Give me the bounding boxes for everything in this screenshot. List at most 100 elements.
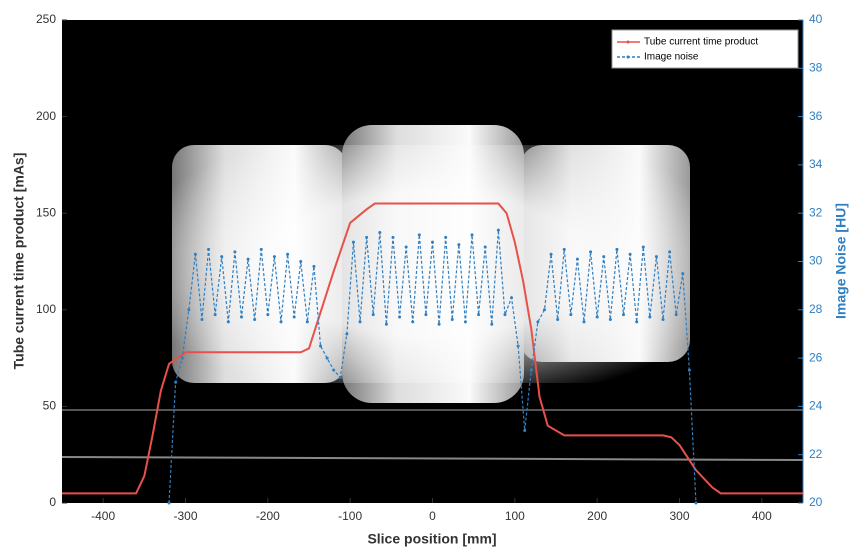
- series-marker: [339, 376, 342, 379]
- series-marker: [694, 502, 697, 505]
- series-marker: [266, 313, 269, 316]
- series-marker: [418, 233, 421, 236]
- series-marker: [168, 502, 171, 505]
- y2-tick-label: 24: [809, 399, 823, 413]
- series-marker: [615, 248, 618, 251]
- series-marker: [675, 313, 678, 316]
- series-marker: [280, 320, 283, 323]
- x-tick-label: -400: [91, 509, 115, 523]
- series-marker: [220, 255, 223, 258]
- series-marker: [411, 320, 414, 323]
- y-tick-label: 50: [43, 399, 57, 413]
- series-marker: [306, 320, 309, 323]
- series-marker: [451, 318, 454, 321]
- x-tick-label: 300: [669, 509, 689, 523]
- y-tick-label: 200: [36, 109, 56, 123]
- series-marker: [312, 265, 315, 268]
- series-marker: [286, 253, 289, 256]
- series-marker: [523, 429, 526, 432]
- series-marker: [431, 241, 434, 244]
- series-marker: [629, 253, 632, 256]
- series-marker: [181, 357, 184, 360]
- y2-tick-label: 34: [809, 157, 823, 171]
- series-marker: [688, 369, 691, 372]
- series-marker: [444, 236, 447, 239]
- series-marker: [247, 258, 250, 261]
- y2-tick-label: 20: [809, 495, 823, 509]
- series-marker: [622, 313, 625, 316]
- series-marker: [253, 318, 256, 321]
- series-marker: [319, 345, 322, 348]
- series-marker: [293, 316, 296, 319]
- series-marker: [385, 323, 388, 326]
- series-marker: [662, 318, 665, 321]
- series-marker: [227, 320, 230, 323]
- y2-tick-label: 36: [809, 109, 823, 123]
- series-marker: [503, 313, 506, 316]
- series-marker: [648, 316, 651, 319]
- series-marker: [200, 318, 203, 321]
- series-marker: [405, 246, 408, 249]
- series-marker: [563, 248, 566, 251]
- legend-label: Image noise: [644, 52, 699, 63]
- y2-tick-label: 22: [809, 447, 823, 461]
- series-marker: [609, 318, 612, 321]
- series-marker: [510, 296, 513, 299]
- x-tick-label: -200: [256, 509, 280, 523]
- series-marker: [589, 250, 592, 253]
- series-marker: [332, 369, 335, 372]
- series-marker: [326, 357, 329, 360]
- y2-tick-label: 38: [809, 60, 823, 74]
- series-marker: [398, 316, 401, 319]
- y2-tick-label: 32: [809, 205, 823, 219]
- x-tick-label: 400: [752, 509, 772, 523]
- series-marker: [424, 313, 427, 316]
- series-marker: [391, 236, 394, 239]
- y-tick-label: 0: [49, 495, 56, 509]
- series-marker: [681, 272, 684, 275]
- y2-tick-label: 40: [809, 12, 823, 26]
- x-tick-label: -100: [338, 509, 362, 523]
- series-marker: [365, 236, 368, 239]
- y2-tick-label: 26: [809, 350, 823, 364]
- y2-tick-label: 28: [809, 302, 823, 316]
- series-marker: [550, 253, 553, 256]
- y-axis-label: Tube current time product [mAs]: [11, 153, 27, 370]
- series-marker: [214, 313, 217, 316]
- series-marker: [260, 248, 263, 251]
- series-marker: [240, 316, 243, 319]
- series-marker: [352, 241, 355, 244]
- legend-marker: [627, 56, 630, 59]
- series-marker: [194, 253, 197, 256]
- series-marker: [457, 243, 460, 246]
- series-marker: [536, 320, 539, 323]
- series-marker: [530, 369, 533, 372]
- series-marker: [273, 255, 276, 258]
- series-marker: [490, 323, 493, 326]
- phantom: [172, 125, 690, 403]
- y-tick-label: 150: [36, 205, 56, 219]
- chart: Slice position [mm] Tube current time pr…: [0, 0, 849, 550]
- x-tick-label: 0: [429, 509, 436, 523]
- series-marker: [187, 308, 190, 311]
- series-marker: [464, 320, 467, 323]
- series-marker: [668, 250, 671, 253]
- series-marker: [556, 318, 559, 321]
- x-tick-label: 100: [505, 509, 525, 523]
- series-marker: [207, 248, 210, 251]
- page: Slice position [mm] Tube current time pr…: [0, 0, 849, 555]
- y-tick-label: 250: [36, 12, 56, 26]
- series-marker: [642, 246, 645, 249]
- series-marker: [569, 313, 572, 316]
- legend-marker: [627, 41, 630, 44]
- series-marker: [378, 231, 381, 234]
- x-axis-label: Slice position [mm]: [367, 531, 496, 547]
- series-marker: [517, 345, 520, 348]
- series-marker: [477, 313, 480, 316]
- series-marker: [497, 229, 500, 232]
- series-marker: [543, 308, 546, 311]
- y2-tick-label: 30: [809, 254, 823, 268]
- y2-axis-label: Image Noise [HU]: [833, 203, 849, 319]
- series-marker: [359, 320, 362, 323]
- y-tick-label: 100: [36, 302, 56, 316]
